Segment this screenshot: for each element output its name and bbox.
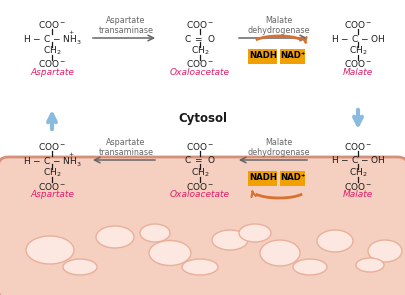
- Text: NADH: NADH: [248, 173, 276, 183]
- Text: COO$^-$: COO$^-$: [185, 19, 214, 30]
- Text: COO$^-$: COO$^-$: [343, 19, 371, 30]
- Text: Aspartate
transaminase: Aspartate transaminase: [98, 16, 153, 35]
- Ellipse shape: [26, 236, 74, 264]
- Text: COO$^-$: COO$^-$: [343, 142, 371, 153]
- FancyBboxPatch shape: [248, 48, 277, 63]
- Text: COO$^-$: COO$^-$: [185, 181, 214, 191]
- Text: Oxaloacetate: Oxaloacetate: [170, 68, 230, 77]
- Text: H $-$ C $-$ $\overset{+}{\rm NH_3}$: H $-$ C $-$ $\overset{+}{\rm NH_3}$: [23, 151, 81, 169]
- Text: Malate
dehydrogenase: Malate dehydrogenase: [247, 16, 309, 35]
- Text: COO$^-$: COO$^-$: [185, 58, 214, 70]
- Text: C $=$ O: C $=$ O: [184, 32, 215, 43]
- Ellipse shape: [292, 259, 326, 275]
- Text: COO$^-$: COO$^-$: [38, 142, 66, 153]
- Text: COO$^-$: COO$^-$: [343, 58, 371, 70]
- Text: Aspartate: Aspartate: [30, 190, 74, 199]
- Text: CH$_2$: CH$_2$: [348, 167, 367, 179]
- Text: COO$^-$: COO$^-$: [185, 142, 214, 153]
- Ellipse shape: [239, 224, 270, 242]
- Text: CH$_2$: CH$_2$: [43, 167, 61, 179]
- Text: CH$_2$: CH$_2$: [190, 45, 209, 57]
- Text: Malate: Malate: [342, 68, 372, 77]
- Ellipse shape: [181, 259, 217, 275]
- Text: Malate
dehydrogenase: Malate dehydrogenase: [247, 137, 309, 157]
- Text: CH$_2$: CH$_2$: [190, 167, 209, 179]
- Text: Cytosol: Cytosol: [178, 112, 227, 125]
- Ellipse shape: [367, 240, 401, 262]
- Text: Aspartate: Aspartate: [30, 68, 74, 77]
- Text: COO$^-$: COO$^-$: [343, 181, 371, 191]
- Text: NAD⁺: NAD⁺: [279, 52, 305, 60]
- Text: NAD⁺: NAD⁺: [279, 173, 305, 183]
- Ellipse shape: [63, 259, 97, 275]
- Ellipse shape: [149, 240, 190, 266]
- Ellipse shape: [140, 224, 170, 242]
- Ellipse shape: [211, 230, 247, 250]
- Text: Aspartate
transaminase: Aspartate transaminase: [98, 137, 153, 157]
- Text: COO$^-$: COO$^-$: [38, 58, 66, 70]
- FancyBboxPatch shape: [280, 171, 305, 186]
- Text: Oxaloacetate: Oxaloacetate: [170, 190, 230, 199]
- Text: COO$^-$: COO$^-$: [38, 181, 66, 191]
- Text: H $-$ C $-$ OH: H $-$ C $-$ OH: [330, 155, 384, 165]
- Text: COO$^-$: COO$^-$: [38, 19, 66, 30]
- Text: H $-$ C $-$ $\overset{+}{\rm NH_3}$: H $-$ C $-$ $\overset{+}{\rm NH_3}$: [23, 29, 81, 47]
- Text: H $-$ C $-$ OH: H $-$ C $-$ OH: [330, 32, 384, 43]
- FancyBboxPatch shape: [248, 171, 277, 186]
- Text: CH$_2$: CH$_2$: [348, 45, 367, 57]
- Text: NADH: NADH: [248, 52, 276, 60]
- Text: CH$_2$: CH$_2$: [43, 45, 61, 57]
- FancyBboxPatch shape: [280, 48, 305, 63]
- Ellipse shape: [355, 258, 383, 272]
- Ellipse shape: [96, 226, 134, 248]
- Ellipse shape: [316, 230, 352, 252]
- Ellipse shape: [259, 240, 299, 266]
- FancyBboxPatch shape: [0, 157, 405, 295]
- Text: C $=$ O: C $=$ O: [184, 155, 215, 165]
- Text: Malate: Malate: [342, 190, 372, 199]
